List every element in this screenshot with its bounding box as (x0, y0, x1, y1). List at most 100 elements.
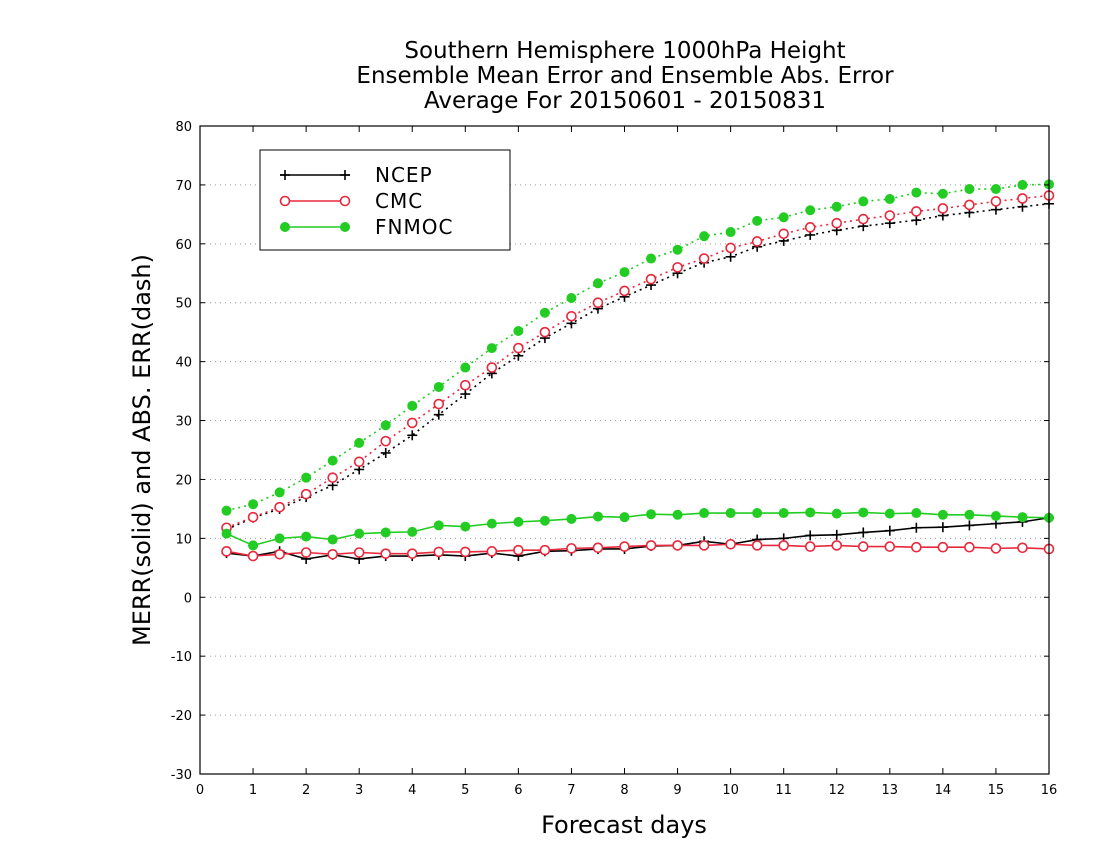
point-cmc-abs-err (831, 217, 843, 229)
point-ncep-abs-err (380, 447, 391, 458)
point-ncep-merr (858, 527, 869, 538)
point-fnmoc-abs-err (407, 400, 418, 411)
x-tick-label: 9 (673, 783, 681, 798)
point-cmc-merr (539, 544, 551, 556)
x-tick-label: 2 (302, 783, 310, 798)
legend-marker-cmc-end (339, 195, 351, 207)
x-tick-label: 7 (567, 783, 575, 798)
point-fnmoc-merr (778, 508, 789, 519)
point-fnmoc-merr (248, 540, 259, 551)
point-fnmoc-merr (486, 518, 497, 529)
point-ncep-abs-err (433, 409, 444, 420)
point-cmc-merr (937, 541, 949, 553)
x-tick-label: 3 (355, 783, 363, 798)
x-tick-label: 15 (988, 783, 1005, 798)
point-fnmoc-merr (592, 511, 603, 522)
point-fnmoc-abs-err (990, 184, 1001, 195)
point-cmc-merr (804, 541, 816, 552)
x-tick-label: 8 (620, 783, 628, 798)
point-fnmoc-abs-err (274, 487, 285, 498)
point-cmc-abs-err (698, 253, 710, 264)
point-cmc-abs-err (645, 273, 657, 285)
point-cmc-abs-err (1017, 193, 1028, 204)
point-fnmoc-merr (805, 507, 816, 518)
point-cmc-abs-err (672, 262, 683, 273)
chart-title-line-1: Southern Hemisphere 1000hPa Height (404, 38, 846, 64)
point-cmc-abs-err (857, 213, 869, 225)
y-tick-label: 40 (175, 356, 192, 371)
point-fnmoc-merr (566, 513, 577, 524)
series-ncep (221, 198, 1054, 564)
y-axis-title: MERR(solid) and ABS. ERR(dash) (128, 254, 156, 646)
point-fnmoc-abs-err (911, 187, 922, 198)
point-cmc-abs-err (274, 501, 285, 513)
series-cmc (221, 190, 1055, 562)
y-tick-label: -10 (171, 650, 192, 665)
point-fnmoc-merr (884, 508, 895, 519)
legend-label-ncep: NCEP (375, 163, 433, 187)
legend-marker-ncep-start (280, 170, 290, 180)
point-fnmoc-abs-err (672, 244, 683, 255)
point-cmc-abs-err (353, 456, 365, 468)
point-fnmoc-abs-err (354, 437, 365, 448)
y-tick-label: -20 (171, 709, 192, 724)
point-cmc-merr (380, 548, 392, 559)
point-fnmoc-merr (407, 526, 418, 537)
point-fnmoc-merr (937, 509, 948, 520)
point-cmc-abs-err (884, 210, 896, 221)
point-cmc-abs-err (406, 417, 418, 429)
chart-title-line-3: Average For 20150601 - 20150831 (423, 88, 827, 114)
chart-title-line-2: Ensemble Mean Error and Ensemble Abs. Er… (356, 63, 894, 89)
point-cmc-merr (247, 550, 259, 562)
point-cmc-merr (751, 540, 763, 551)
x-tick-label: 16 (1041, 783, 1058, 798)
point-cmc-merr (300, 547, 312, 558)
legend-marker-ncep-end (340, 170, 350, 180)
point-fnmoc-abs-err (539, 307, 550, 318)
point-cmc-abs-err (380, 435, 392, 447)
point-cmc-merr (433, 546, 445, 558)
point-fnmoc-abs-err (460, 362, 471, 373)
point-fnmoc-abs-err (1017, 179, 1028, 190)
x-axis-title: Forecast days (541, 811, 707, 839)
point-cmc-abs-err (327, 472, 338, 483)
point-cmc-merr (486, 546, 498, 557)
y-tick-label: 20 (175, 473, 192, 488)
legend-label-fnmoc: FNMOC (375, 215, 453, 239)
point-fnmoc-merr (380, 527, 391, 538)
series-line-fnmoc-abs-err (226, 183, 1050, 512)
y-tick-label: 70 (175, 179, 192, 194)
point-fnmoc-abs-err (433, 381, 444, 392)
y-tick-label: 30 (175, 415, 192, 430)
x-tick-label: 4 (408, 783, 416, 798)
point-fnmoc-merr (964, 509, 975, 520)
point-fnmoc-merr (1017, 512, 1028, 523)
point-fnmoc-merr (513, 516, 524, 527)
point-cmc-abs-err (990, 196, 1002, 207)
point-fnmoc-abs-err (752, 215, 763, 226)
point-cmc-abs-err (964, 199, 975, 211)
point-cmc-merr (725, 538, 736, 550)
point-cmc-merr (619, 541, 630, 552)
point-fnmoc-merr (990, 510, 1001, 521)
point-cmc-abs-err (460, 379, 471, 391)
point-cmc-merr (353, 547, 365, 558)
x-tick-label: 12 (828, 783, 845, 798)
point-fnmoc-merr (672, 509, 683, 520)
x-tick-label: 5 (461, 783, 469, 798)
series-line-fnmoc-merr (226, 511, 1050, 547)
point-cmc-merr (698, 540, 710, 551)
point-cmc-merr (990, 543, 1002, 554)
point-fnmoc-merr (831, 508, 842, 519)
point-ncep-merr (937, 522, 948, 533)
point-cmc-merr (566, 543, 577, 554)
point-fnmoc-abs-err (513, 326, 524, 337)
point-fnmoc-merr (460, 521, 471, 532)
gridlines (200, 184, 1049, 716)
point-fnmoc-merr (221, 528, 232, 539)
point-fnmoc-abs-err (725, 227, 736, 238)
point-fnmoc-merr (646, 509, 657, 520)
point-fnmoc-abs-err (699, 231, 710, 242)
point-cmc-abs-err (751, 236, 763, 247)
